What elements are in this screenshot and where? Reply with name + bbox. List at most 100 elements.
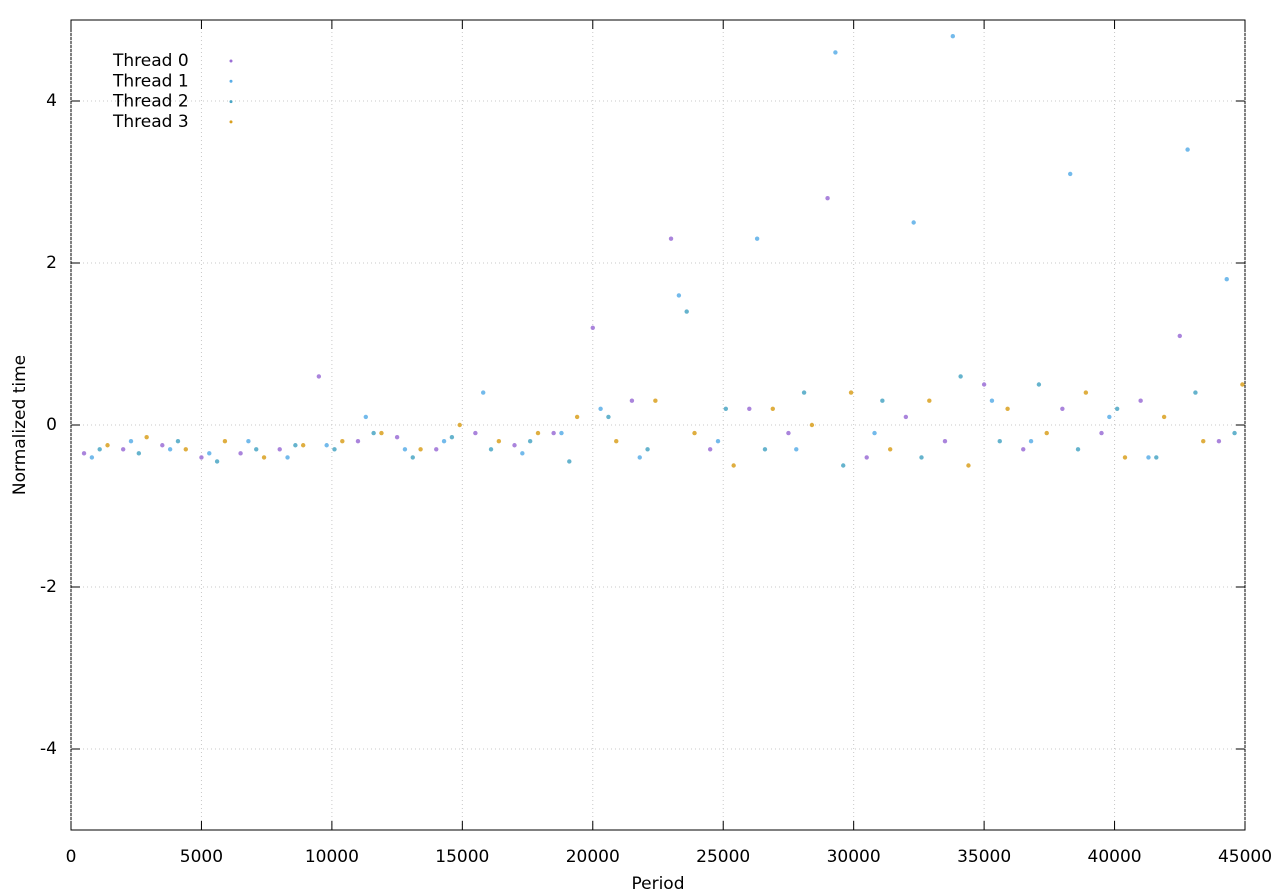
point [81, 451, 87, 456]
point [496, 439, 502, 444]
point [449, 434, 455, 440]
point [919, 455, 924, 460]
x-tick-label: 40000 [1088, 847, 1142, 867]
legend-label: Thread 0 [112, 51, 189, 71]
point [903, 414, 909, 420]
legend-marker [229, 79, 233, 83]
point [950, 34, 956, 39]
point [371, 430, 376, 436]
point [457, 422, 462, 428]
point [551, 430, 556, 436]
point [684, 309, 689, 314]
point [1005, 406, 1010, 411]
point [927, 398, 932, 403]
x-tick-label: 35000 [957, 847, 1011, 867]
point [1060, 406, 1065, 411]
point [136, 451, 142, 456]
y-tick-label: -2 [40, 577, 57, 597]
point [668, 236, 674, 241]
point [833, 50, 838, 55]
point [887, 447, 893, 452]
point [754, 236, 760, 241]
y-tick-label: -4 [40, 739, 57, 759]
point [1224, 277, 1229, 282]
point [167, 447, 173, 452]
point [1021, 447, 1026, 452]
x-tick-label: 25000 [696, 847, 750, 867]
point [825, 196, 830, 201]
point [363, 414, 369, 420]
point [637, 455, 642, 460]
point [97, 447, 102, 452]
legend-marker [229, 59, 233, 63]
point [692, 430, 697, 436]
point [441, 439, 447, 444]
x-tick-label: 20000 [566, 847, 620, 867]
point [707, 447, 713, 452]
point [520, 451, 525, 456]
point [128, 439, 134, 444]
point [175, 439, 181, 444]
point [488, 447, 494, 452]
point [1075, 447, 1081, 452]
point [89, 455, 95, 460]
point [120, 447, 126, 452]
point [872, 430, 877, 436]
point [105, 443, 110, 448]
point [1154, 455, 1159, 460]
point [598, 406, 603, 411]
point [355, 439, 361, 444]
y-tick-label: 0 [46, 415, 57, 435]
point [653, 398, 658, 403]
point [794, 447, 799, 452]
x-tick-label: 10000 [305, 847, 359, 867]
point [261, 455, 267, 460]
point [222, 439, 228, 444]
point [1146, 455, 1151, 460]
x-tick-label: 0 [66, 847, 77, 867]
legend-label: Thread 1 [112, 71, 189, 91]
point [418, 447, 423, 452]
point [535, 430, 541, 436]
point [559, 430, 564, 436]
point [1107, 414, 1112, 420]
legend-marker [229, 100, 233, 104]
point [645, 447, 650, 452]
y-tick-label: 2 [46, 253, 57, 273]
point [590, 325, 595, 330]
point [1036, 382, 1042, 387]
point [809, 422, 815, 428]
point [324, 443, 329, 448]
point [841, 463, 846, 468]
point [277, 447, 282, 452]
point [629, 398, 635, 403]
point [997, 439, 1002, 444]
point [379, 430, 384, 436]
point [527, 439, 533, 444]
point [1161, 414, 1167, 420]
point [1177, 333, 1182, 339]
point [214, 459, 220, 464]
point [864, 455, 869, 460]
point [332, 447, 337, 452]
point [1028, 439, 1034, 444]
point [723, 406, 729, 411]
point [981, 382, 987, 387]
point [199, 455, 204, 460]
point [1068, 171, 1073, 177]
y-axis-label: Normalized time [10, 355, 30, 495]
point [770, 406, 775, 411]
x-tick-label: 45000 [1218, 847, 1272, 867]
point [207, 451, 212, 456]
legend-marker [229, 120, 233, 124]
point [880, 398, 885, 403]
point [747, 406, 752, 411]
point [966, 463, 971, 468]
point [1185, 147, 1190, 152]
point [1193, 390, 1198, 395]
point [1114, 406, 1120, 411]
point [246, 439, 251, 444]
point [160, 443, 165, 448]
point [942, 439, 948, 444]
